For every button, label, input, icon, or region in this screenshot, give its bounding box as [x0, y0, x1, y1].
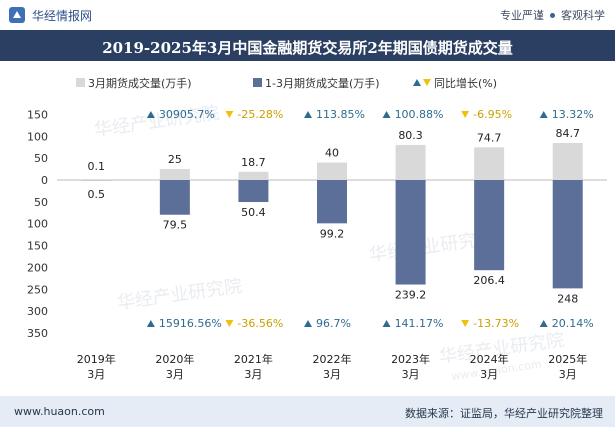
bullet-icon	[550, 12, 555, 18]
bar-3m	[317, 162, 347, 180]
value-label-ytd: 79.5	[163, 219, 188, 232]
chart-title: 2019-2025年3月中国金融期货交易所2年期国债期货成交量	[102, 39, 513, 57]
bar-ytd	[474, 180, 505, 271]
value-label-3m: 0.1	[88, 160, 106, 173]
top-bar: 华经情报网 专业严谨 客观科学	[0, 0, 615, 30]
bar-3m	[395, 144, 426, 180]
growth-label-ytd: 15916.56%	[159, 317, 222, 330]
x-axis: 2019年 3月 2020年 3月 2021年 3月 2022年 3月 2023年 3月 2024年…	[77, 352, 587, 381]
growth-up-triangle-icon	[539, 111, 548, 118]
bar-ytd	[238, 180, 269, 203]
growth-label-ytd: 20.14%	[552, 317, 594, 330]
growth-down-triangle-icon	[225, 111, 234, 118]
legend-label-growth: 同比增长(%)	[434, 76, 497, 90]
y-tick-label: 350	[27, 327, 48, 340]
y-tick-label: 50	[34, 152, 48, 165]
bar-3m	[552, 142, 583, 180]
brand-name: 华经情报网	[32, 8, 93, 23]
brand[interactable]: 华经情报网	[8, 6, 92, 24]
value-label-3m: 84.7	[555, 127, 580, 140]
growth-up-triangle-icon	[146, 111, 155, 118]
legend-label-ytd: 1-3月期货成交量(万手)	[265, 76, 380, 90]
slogan-tag-2: 客观科学	[561, 9, 605, 22]
legend-swatch-ytd	[253, 78, 262, 87]
bar-3m	[238, 171, 269, 180]
footer-source: 数据来源：证监局，华经产业研究院整理	[405, 407, 603, 420]
growth-label-ytd: 141.17%	[395, 317, 444, 330]
bars	[81, 142, 583, 289]
growth-label-3m: -6.95%	[473, 108, 512, 121]
growth-up-triangle-icon	[539, 320, 548, 327]
value-label-ytd: 206.4	[473, 274, 505, 287]
value-label-ytd: 239.2	[395, 289, 427, 302]
y-tick-label: 300	[27, 305, 48, 318]
y-tick-label: 250	[27, 283, 48, 296]
growth-down-triangle-icon	[461, 111, 470, 118]
growth-label-ytd: -36.56%	[237, 317, 283, 330]
value-label-3m: 40	[325, 147, 339, 160]
value-label-3m: 25	[168, 153, 182, 166]
bar-ytd	[395, 180, 426, 285]
value-label-ytd: 248	[557, 292, 578, 305]
bar-ytd	[317, 180, 347, 224]
y-tick-label: 150	[27, 108, 48, 121]
growth-label-3m: 30905.7%	[159, 108, 215, 121]
legend-label-3m: 3月期货成交量(万手)	[88, 76, 192, 90]
value-label-3m: 18.7	[241, 156, 266, 169]
growth-up-triangle-icon	[146, 320, 155, 327]
x-tick-label: 2019年 3月	[77, 352, 116, 381]
bar-ytd	[159, 180, 190, 215]
footer-website-link[interactable]: www.huaon.com	[14, 405, 105, 418]
y-tick-label: 50	[34, 196, 48, 209]
y-tick-label: 200	[27, 261, 48, 274]
bar-3m	[474, 147, 505, 180]
x-tick-label: 2023年 3月	[391, 352, 430, 381]
x-tick-label: 2021年 3月	[234, 352, 273, 381]
y-tick-label: 100	[27, 130, 48, 143]
growth-label-3m: 100.88%	[395, 108, 444, 121]
growth-label-ytd: -13.73%	[473, 317, 519, 330]
y-axis: 150 100 50 0 50 100 150 200 250 300 350	[27, 108, 607, 340]
legend-up-triangle-icon	[413, 79, 421, 86]
x-tick-label: 2024年 3月	[470, 352, 509, 381]
growth-down-triangle-icon	[225, 320, 234, 327]
x-tick-label: 2020年 3月	[155, 352, 194, 381]
value-label-ytd: 0.5	[88, 188, 106, 201]
logo-icon	[9, 7, 25, 23]
y-tick-label: 100	[27, 218, 48, 231]
chart: 华经产业研究院 华经产业研究院 华经产业研究院 华经产业研究院 www.huao…	[27, 76, 607, 383]
growth-label-3m: 113.85%	[316, 108, 365, 121]
growth-label-ytd: 96.7%	[316, 317, 351, 330]
value-label-3m: 80.3	[398, 129, 423, 142]
value-label-ytd: 99.2	[320, 227, 345, 240]
growth-up-triangle-icon	[382, 320, 391, 327]
y-tick-label: 150	[27, 240, 48, 253]
growth-up-triangle-icon	[304, 111, 312, 118]
value-label-ytd: 50.4	[241, 206, 266, 219]
growth-down-triangle-icon	[461, 320, 470, 327]
growth-labels: 30905.7% -25.28% 113.85% 100.88% -6.95% 13.32…	[146, 108, 594, 330]
x-tick-label: 2022年 3月	[313, 352, 352, 381]
legend-swatch-3m	[76, 78, 85, 87]
legend: 3月期货成交量(万手) 1-3月期货成交量(万手) 同比增长(%)	[76, 76, 497, 90]
growth-label-3m: 13.32%	[552, 108, 594, 121]
growth-up-triangle-icon	[304, 320, 312, 327]
growth-up-triangle-icon	[382, 111, 391, 118]
watermark-3: 华经产业研究院	[116, 276, 244, 314]
data-labels: 0.1 0.5 25 79.5 18.7 50.4 40 99.2 80.3 239.2 74.7 2…	[88, 127, 580, 305]
legend-down-triangle-icon	[423, 79, 431, 86]
bar-ytd	[552, 180, 583, 289]
bar-3m	[159, 169, 190, 180]
slogan: 专业严谨 客观科学	[500, 7, 605, 23]
x-tick-label: 2025年 3月	[548, 352, 587, 381]
growth-label-3m: -25.28%	[237, 108, 283, 121]
y-tick-label: 0	[41, 174, 48, 187]
title-bar: 2019-2025年3月中国金融期货交易所2年期国债期货成交量	[0, 30, 615, 61]
footer: www.huaon.com 数据来源：证监局，华经产业研究院整理	[0, 396, 615, 427]
value-label-3m: 74.7	[477, 131, 502, 144]
slogan-tag-1: 专业严谨	[500, 9, 544, 22]
